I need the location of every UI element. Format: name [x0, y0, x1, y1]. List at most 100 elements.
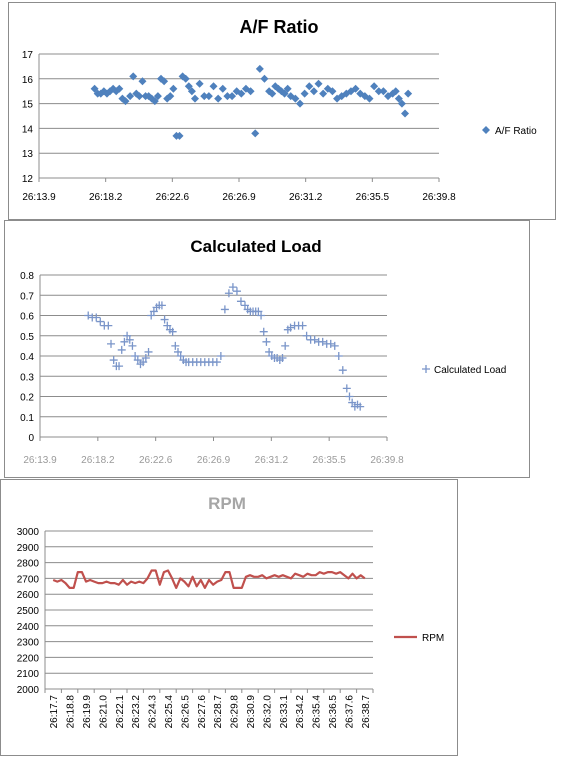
- data-point: [240, 301, 249, 310]
- data-point: [345, 392, 354, 401]
- data-point: [168, 327, 177, 336]
- data-point: [163, 321, 172, 330]
- data-point: [218, 84, 227, 93]
- data-point: [224, 289, 233, 298]
- data-point: [133, 356, 142, 365]
- y-tick-label: 2700: [17, 574, 40, 585]
- legend-label: A/F Ratio: [495, 126, 537, 137]
- x-tick-label: 26:19.9: [82, 695, 93, 729]
- data-point: [131, 352, 140, 360]
- x-tick-label: 26:13.9: [22, 192, 56, 203]
- data-point: [278, 354, 287, 363]
- data-point: [138, 77, 147, 86]
- data-point: [296, 99, 305, 108]
- x-tick-label: 26:39.8: [370, 455, 404, 466]
- data-point: [330, 341, 339, 350]
- data-point: [328, 87, 337, 96]
- x-tick-label: 26:18.2: [81, 455, 115, 466]
- data-point: [181, 74, 190, 83]
- data-point: [265, 347, 274, 356]
- data-point: [228, 92, 237, 101]
- x-tick-label: 26:26.9: [222, 192, 256, 203]
- x-tick-label: 26:35.5: [312, 455, 346, 466]
- data-point: [190, 94, 199, 103]
- x-tick-label: 26:38.7: [361, 695, 372, 729]
- data-point: [223, 92, 232, 101]
- data-point: [365, 94, 374, 103]
- data-point: [280, 89, 289, 98]
- data-point: [132, 89, 141, 98]
- data-point: [232, 287, 241, 296]
- data-point: [246, 87, 255, 96]
- y-tick-label: 0.6: [20, 312, 34, 323]
- data-point: [236, 297, 245, 306]
- data-point: [394, 94, 403, 103]
- x-tick-label: 26:18.8: [66, 695, 77, 729]
- data-point: [314, 79, 323, 88]
- x-tick-label: 26:31.2: [289, 192, 323, 203]
- x-tick-label: 26:27.6: [197, 695, 208, 729]
- data-point: [173, 347, 182, 356]
- y-tick-label: 2600: [17, 590, 40, 601]
- data-point: [379, 87, 388, 96]
- data-point: [149, 307, 158, 316]
- data-point: [204, 92, 213, 101]
- data-point: [401, 109, 410, 118]
- chart-title: A/F Ratio: [240, 17, 319, 37]
- data-point: [147, 311, 156, 320]
- x-tick-label: 26:25.4: [164, 695, 175, 729]
- data-point: [310, 335, 319, 344]
- data-point: [305, 82, 314, 91]
- y-tick-label: 13: [22, 149, 34, 160]
- data-point: [374, 87, 383, 96]
- legend-label: Calculated Load: [434, 365, 506, 376]
- data-point: [171, 341, 180, 350]
- x-tick-label: 26:30.9: [246, 695, 257, 729]
- y-tick-label: 0.8: [20, 271, 34, 282]
- data-point: [370, 82, 379, 91]
- x-tick-label: 26:34.2: [295, 695, 306, 729]
- x-tick-label: 26:22.1: [115, 695, 126, 729]
- y-tick-label: 0.4: [20, 352, 34, 363]
- data-point: [115, 84, 124, 93]
- data-point: [291, 94, 300, 103]
- data-point: [109, 356, 118, 365]
- data-point: [160, 315, 169, 324]
- data-point: [404, 89, 413, 98]
- data-point: [397, 99, 406, 108]
- data-point: [121, 97, 130, 106]
- data-point: [302, 331, 311, 340]
- data-point: [129, 72, 138, 81]
- calculated-load-chart: Calculated Load 0 0.1 0.2 0.3 0.4 0.5 0.6 0.7 0.…: [4, 220, 530, 478]
- data-point: [175, 131, 184, 140]
- rpm-plot: RPM 2000 2100 2200 2300 2400 2500 2600 2700 2800…: [17, 494, 444, 729]
- chart-title: RPM: [208, 494, 246, 513]
- data-point: [257, 311, 266, 320]
- data-point: [348, 398, 357, 407]
- data-point: [220, 305, 229, 314]
- x-tick-label: 26:33.1: [279, 695, 290, 729]
- x-tick-label: 26:32.0: [262, 695, 273, 729]
- data-point: [283, 84, 292, 93]
- data-point: [141, 354, 150, 363]
- data-point: [338, 366, 347, 375]
- data-point: [212, 358, 221, 367]
- x-tick-label: 26:21.0: [98, 695, 109, 729]
- y-tick-label: 17: [22, 50, 34, 61]
- af-ratio-chart: A/F Ratio 12 13 14 15 16 17 26:13.9 26:18.2 26:2…: [8, 2, 556, 220]
- x-tick-label: 26:28.7: [213, 695, 224, 729]
- legend-marker: [422, 365, 430, 373]
- y-tick-label: 0.3: [20, 372, 34, 383]
- data-point: [92, 313, 101, 322]
- data-point: [309, 87, 318, 96]
- y-tick-label: 2300: [17, 638, 40, 649]
- data-point: [160, 77, 169, 86]
- y-tick-label: 2900: [17, 543, 40, 554]
- data-point: [356, 402, 365, 411]
- x-tick-label: 26:36.5: [328, 695, 339, 729]
- data-point: [259, 327, 268, 336]
- x-tick-label: 26:31.2: [255, 455, 289, 466]
- data-point: [268, 89, 277, 98]
- y-tick-label: 0.7: [20, 291, 34, 302]
- data-point: [254, 307, 263, 316]
